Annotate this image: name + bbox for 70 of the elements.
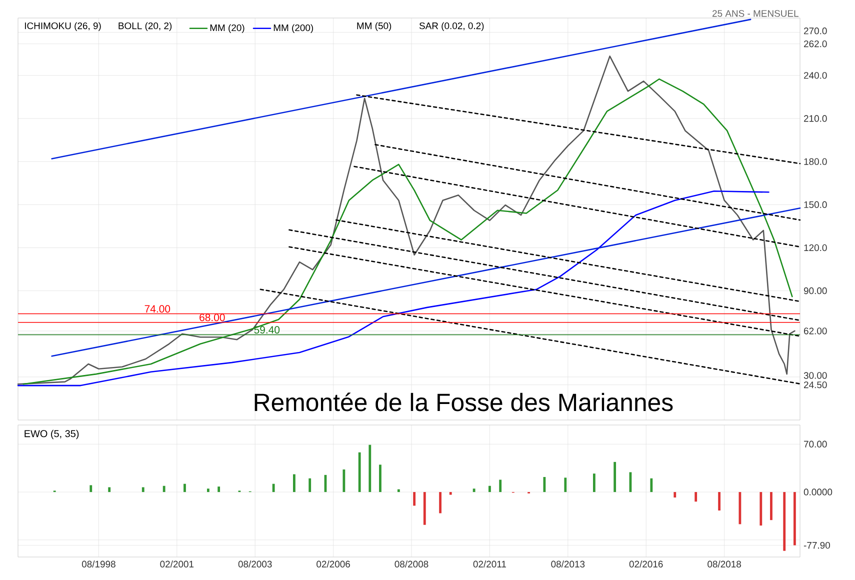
ref-line-label: 74.00 — [144, 305, 170, 313]
x-tick-label: 02/2016 — [629, 560, 663, 568]
y-tick-label: 90.00 — [804, 287, 827, 294]
x-tick-label: 02/2001 — [160, 560, 194, 568]
bar — [499, 480, 502, 492]
bar — [293, 474, 296, 492]
y-tick-label: -77.90 — [804, 542, 830, 549]
x-tick-label: 08/1998 — [82, 560, 116, 568]
x-tick-label: 08/2018 — [708, 560, 742, 568]
bar — [358, 452, 361, 492]
bar — [564, 478, 567, 492]
x-tick-label: 08/2008 — [394, 560, 428, 568]
bar — [488, 486, 491, 492]
bar — [108, 487, 111, 492]
bar — [592, 474, 596, 492]
y-tick-label: 270.0 — [804, 28, 827, 34]
x-tick-label: 08/2013 — [551, 560, 585, 568]
bar — [694, 492, 698, 502]
y-tick-label: 150.0 — [804, 201, 827, 208]
bar — [783, 492, 786, 551]
ref-line-label: 68.00 — [200, 314, 225, 322]
y-tick-label: 24.50 — [804, 381, 827, 388]
bar — [760, 492, 762, 526]
annotation: ICHIMOKU (26, 9) — [24, 22, 101, 32]
bar — [423, 492, 426, 525]
bar — [543, 476, 546, 492]
y-tick-label: 120.0 — [804, 244, 827, 252]
bar — [184, 484, 186, 492]
bar — [162, 486, 166, 492]
bar — [218, 486, 220, 492]
bar — [379, 464, 382, 492]
bar — [770, 492, 772, 520]
bar — [142, 487, 144, 492]
y-tick-label: 30.00 — [804, 372, 827, 379]
x-tick-label: 02/2011 — [473, 560, 506, 568]
annotation: BOLL (20, 2) — [118, 22, 172, 32]
y-tick-label: 210.0 — [804, 115, 827, 122]
annotation: SAR (0.02, 0.2) — [419, 22, 484, 32]
line-series — [17, 190, 770, 386]
ref-line-label: 59.40 — [254, 326, 280, 334]
bar — [368, 444, 372, 492]
y-tick-label: 0.0000 — [804, 488, 832, 496]
y-tick-label: 262.0 — [804, 40, 827, 48]
bar — [413, 492, 416, 506]
bar — [397, 489, 400, 492]
chart-title: EWO (5, 35) — [24, 430, 79, 440]
bar — [308, 478, 312, 492]
x-tick-label: 08/2003 — [238, 560, 272, 568]
bar — [674, 492, 676, 498]
bar — [718, 492, 721, 510]
bar — [472, 488, 476, 492]
bar — [90, 485, 92, 492]
bar — [342, 469, 346, 492]
bar — [614, 462, 616, 492]
y-tick-label: 240.0 — [804, 72, 827, 79]
y-tick-label: 70.00 — [804, 440, 827, 448]
text: 25 ANS - MENSUEL — [712, 10, 798, 17]
legend-label: MM (20) — [210, 24, 244, 34]
x-tick-label: 02/2006 — [316, 560, 350, 568]
bar — [793, 492, 796, 546]
y-tick-label: 180.0 — [804, 158, 827, 165]
annotation: MM (50) — [357, 22, 392, 32]
legend-label: MM (200) — [274, 24, 314, 34]
bar — [206, 488, 210, 492]
annotation: Remontée de la Fosse des Mariannes — [254, 392, 673, 412]
y-tick-label: 62.00 — [804, 328, 827, 334]
bar — [272, 484, 275, 492]
bar — [449, 492, 452, 495]
bar — [439, 492, 442, 514]
bar — [650, 478, 653, 492]
